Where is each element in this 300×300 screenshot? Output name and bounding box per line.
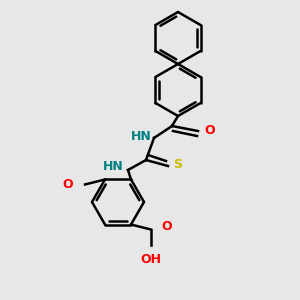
- Text: HN: HN: [103, 160, 124, 172]
- Text: OH: OH: [140, 253, 161, 266]
- Text: O: O: [204, 124, 214, 137]
- Text: HN: HN: [131, 130, 152, 142]
- Text: O: O: [161, 220, 172, 233]
- Text: O: O: [62, 178, 73, 191]
- Text: S: S: [173, 158, 182, 170]
